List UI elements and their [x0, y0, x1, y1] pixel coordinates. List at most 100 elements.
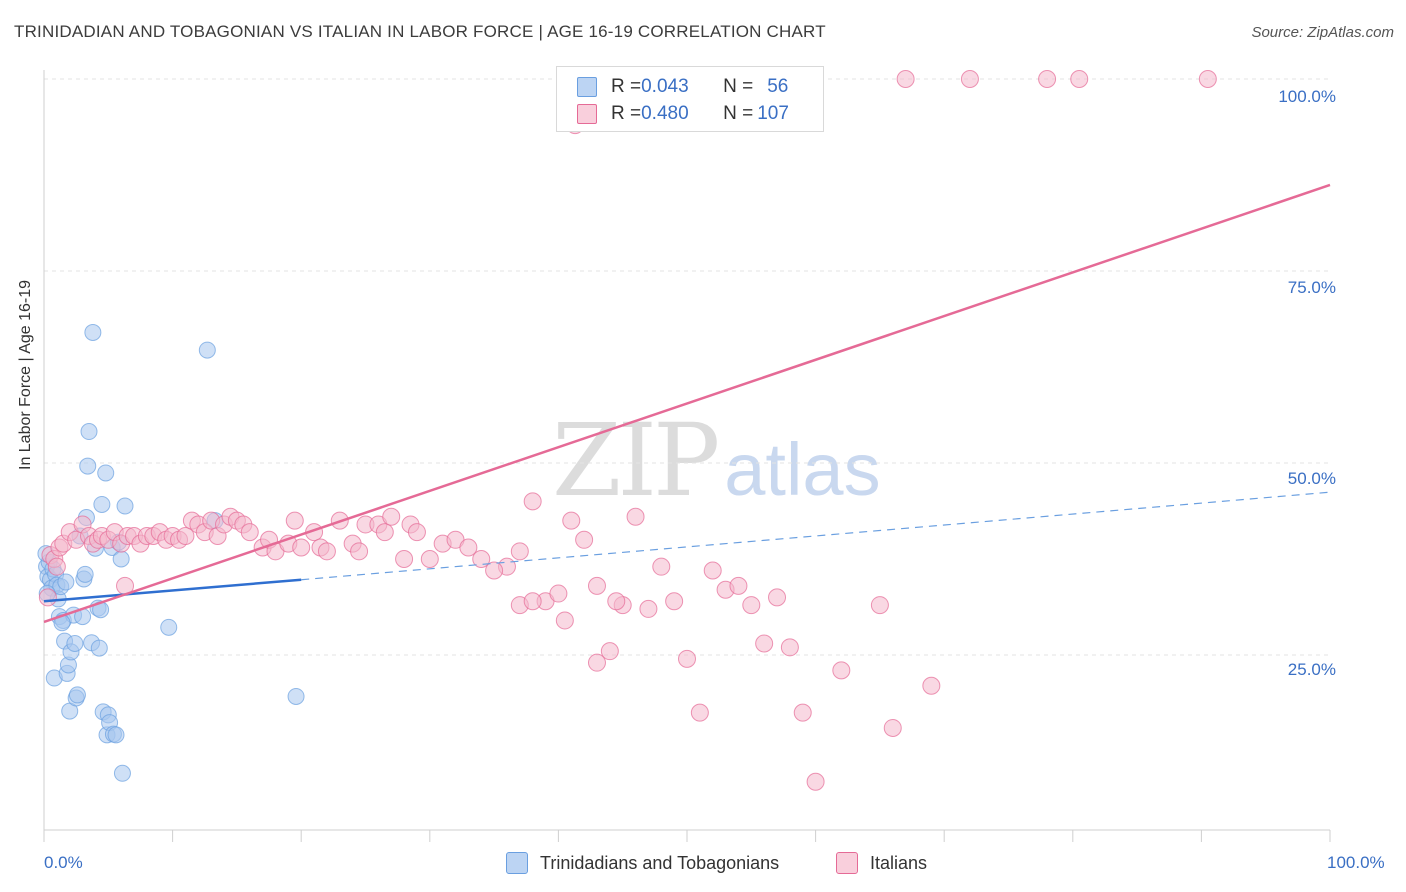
point-italian: [549, 584, 568, 603]
point-italian: [1198, 70, 1217, 88]
point-italian: [742, 596, 761, 615]
x-tick-label-min: 0.0%: [44, 853, 83, 872]
legend-item-trinidadians[interactable]: Trinidadians and Tobagonians: [506, 852, 779, 874]
point-italian: [665, 592, 684, 611]
chart-source[interactable]: Source: ZipAtlas.com: [1251, 24, 1394, 41]
point-italian: [780, 638, 799, 657]
point-italian: [690, 703, 709, 722]
point-italian: [600, 642, 619, 661]
point-italian: [729, 576, 748, 595]
point-italian: [555, 611, 574, 630]
point-italian: [575, 530, 594, 549]
legend-swatch-blue: [577, 77, 597, 97]
legend-n-value: 107: [757, 103, 789, 124]
legend-r-value: 0.043: [641, 76, 689, 97]
point-italian: [755, 634, 774, 653]
point-italian: [292, 538, 311, 557]
point-italian: [832, 661, 851, 680]
watermark-atlas: atlas: [724, 428, 881, 511]
legend-swatch-italians: [836, 852, 858, 874]
point-trinidadian: [116, 497, 134, 515]
point-trinidadian: [79, 457, 97, 475]
point-italian: [896, 70, 915, 88]
point-trinidadian: [76, 565, 94, 583]
legend-n-value: 56: [767, 76, 789, 97]
legend-swatch-pink: [577, 104, 597, 124]
point-italian: [485, 561, 504, 580]
legend-item-italians[interactable]: Italians: [836, 852, 927, 874]
legend-n-label: N =: [723, 76, 754, 97]
point-trinidadian: [107, 726, 125, 744]
point-trinidadian: [57, 573, 75, 591]
point-italian: [472, 550, 491, 568]
point-italian: [407, 523, 426, 542]
legend-label-trinidadians: Trinidadians and Tobagonians: [540, 852, 780, 873]
trend-line-italians: [43, 183, 1331, 624]
point-italian: [639, 599, 658, 618]
point-italian: [626, 507, 645, 526]
point-trinidadian: [93, 495, 111, 513]
point-italian: [510, 542, 529, 561]
point-trinidadian: [287, 687, 305, 705]
point-italian: [870, 596, 889, 615]
point-italian: [678, 649, 696, 668]
point-trinidadian: [80, 423, 98, 441]
point-trinidadian: [84, 323, 102, 341]
point-italian: [1038, 70, 1057, 88]
point-italian: [652, 557, 671, 576]
chart-title: TRINIDADIAN AND TOBAGONIAN VS ITALIAN IN…: [14, 22, 826, 41]
x-tick-label-max: 100.0%: [1327, 853, 1385, 872]
point-italian: [768, 588, 787, 607]
legend-swatch-trinidadians: [506, 852, 528, 874]
y-tick-label-75: 75.0%: [1287, 278, 1336, 297]
point-trinidadian: [198, 341, 216, 359]
trend-line-trinidadians-extension: [301, 491, 1331, 581]
point-italian: [420, 550, 439, 568]
point-italian: [375, 523, 394, 542]
series-legend: Trinidadians and Tobagonians Italians: [0, 852, 1406, 878]
legend-r-label: R =: [611, 76, 642, 97]
legend-row-trinidadians: R = 0.043 N = 56: [577, 73, 788, 101]
y-tick-label-100: 100.0%: [1278, 87, 1336, 106]
point-italian: [523, 592, 542, 611]
point-italian: [285, 511, 304, 530]
point-italian: [562, 511, 581, 530]
point-italian: [922, 676, 941, 695]
point-italian: [176, 526, 195, 545]
trend-line-trinidadians: [43, 578, 302, 603]
point-trinidadian: [160, 618, 178, 636]
point-italian: [382, 507, 401, 526]
point-italian: [587, 576, 606, 595]
point-italian: [703, 561, 722, 580]
legend-label-italians: Italians: [870, 852, 928, 873]
point-italian: [47, 557, 66, 576]
point-italian: [38, 588, 57, 607]
point-trinidadian: [112, 550, 130, 568]
point-italian: [459, 538, 478, 557]
legend-n-label: N =: [723, 103, 754, 124]
correlation-legend: R = 0.043 N = 56 R = 0.480 N = 107: [556, 66, 824, 132]
point-trinidadian: [113, 764, 131, 782]
point-italian: [607, 592, 626, 611]
y-tick-label-25: 25.0%: [1287, 660, 1336, 679]
legend-r-value: 0.480: [641, 103, 689, 124]
point-trinidadian: [68, 686, 86, 704]
point-italian: [883, 718, 902, 737]
y-tick-label-50: 50.0%: [1287, 469, 1336, 488]
point-italian: [523, 492, 542, 511]
point-italian: [350, 542, 369, 561]
series-italians: [38, 70, 1217, 791]
legend-row-italians: R = 0.480 N = 107: [577, 100, 789, 128]
point-italian: [793, 703, 812, 722]
point-italian: [317, 542, 336, 561]
point-italian: [960, 70, 979, 88]
legend-r-label: R =: [611, 103, 642, 124]
point-italian: [1070, 70, 1089, 88]
point-italian: [240, 523, 259, 542]
point-trinidadian: [90, 639, 108, 657]
point-italian: [806, 772, 825, 791]
point-trinidadian: [66, 634, 84, 652]
point-italian: [587, 653, 606, 672]
y-axis-label: In Labor Force | Age 16-19: [17, 279, 34, 470]
